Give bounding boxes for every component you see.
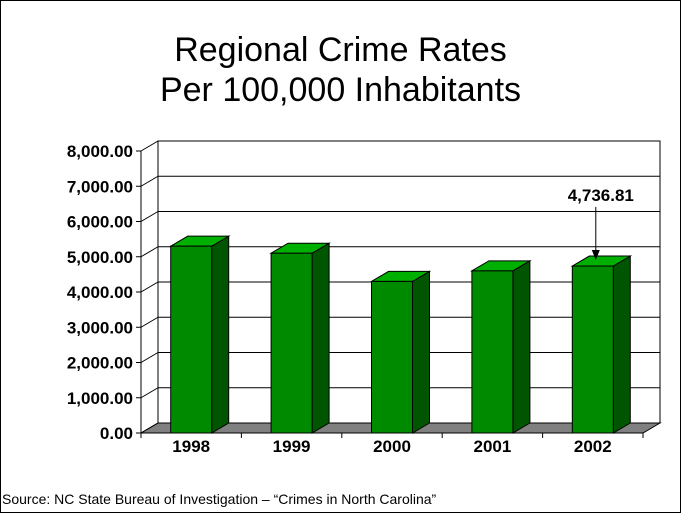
x-tick-label: 2001	[473, 437, 511, 456]
x-tick-labels: 1998 1999 2000 2001 2002	[172, 437, 611, 456]
y-tick-label: 1,000.00	[67, 389, 133, 408]
y-depth-tick	[140, 281, 159, 293]
bars	[168, 235, 633, 434]
bar-front	[371, 280, 413, 434]
chart-title-line-2: Per 100,000 Inhabitants	[159, 71, 522, 109]
source-note: Source: NC State Bureau of Investigation…	[2, 491, 437, 507]
bar-1998	[168, 235, 231, 434]
y-depth-tick	[140, 387, 159, 399]
y-depth-tick	[140, 352, 159, 363]
y-tick-label: 8,000.00	[67, 142, 133, 161]
y-depth-tick	[140, 246, 159, 258]
annotation-arrow-head	[591, 250, 600, 261]
y-tick-label: 7,000.00	[67, 177, 133, 196]
chart-title-line-1: Regional Crime Rates	[174, 31, 507, 69]
bar-side	[412, 270, 430, 434]
y-depth-tick	[140, 175, 159, 187]
bar-front	[471, 270, 514, 434]
annotation: 4,736.81	[568, 186, 634, 261]
annotation-label: 4,736.81	[568, 186, 634, 205]
bar-side	[311, 242, 330, 434]
y-tick-label: 4,000.00	[67, 283, 133, 302]
y-tick-labels: 0.00 1,000.00 2,000.00 3,000.00 4,000.00 5,00…	[67, 142, 133, 443]
bar-front	[170, 245, 213, 434]
y-tick-label: 5,000.00	[67, 248, 133, 267]
y-depth-tick	[140, 316, 159, 328]
x-tick-label: 1999	[273, 437, 311, 456]
bar-2002	[570, 255, 633, 434]
x-tick-label: 1998	[172, 437, 210, 456]
chart-title: Regional Crime Rates Per 100,000 Inhabit…	[0, 30, 681, 110]
bar-2001	[470, 259, 532, 434]
x-tick-label: 2000	[373, 437, 411, 456]
y-tick-label: 6,000.00	[67, 213, 133, 232]
bar-1999	[269, 242, 331, 434]
x-tick-label: 2002	[574, 437, 612, 456]
bar-front	[571, 265, 614, 434]
y-tick-label: 3,000.00	[67, 318, 133, 337]
y-depth-tick	[140, 422, 159, 434]
y-tick-label: 0.00	[100, 424, 133, 443]
bar-side	[512, 259, 531, 434]
y-tick-label: 2,000.00	[67, 354, 133, 373]
y-depth-tick	[140, 211, 159, 222]
bar-front	[270, 252, 313, 434]
axes	[136, 140, 644, 438]
y-depth-tick	[140, 140, 159, 152]
bar-2000	[369, 270, 432, 434]
bar-side	[211, 235, 230, 434]
bar-side	[612, 255, 631, 434]
